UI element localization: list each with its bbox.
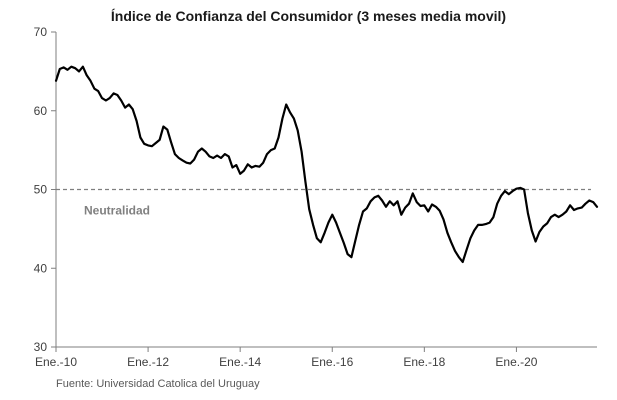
chart-title: Índice de Confianza del Consumidor (3 me… xyxy=(110,8,507,24)
y-tick-label: 50 xyxy=(34,183,48,197)
y-tick-label: 60 xyxy=(34,104,48,118)
y-tick-label: 40 xyxy=(34,261,48,275)
source-note: Fuente: Universidad Catolica del Uruguay xyxy=(56,378,260,390)
x-tick-label: Ene.-18 xyxy=(403,355,445,369)
x-tick-label: Ene.-20 xyxy=(495,355,537,369)
x-tick-label: Ene.-14 xyxy=(219,355,261,369)
y-tick-label: 70 xyxy=(34,25,48,39)
series-line xyxy=(54,65,599,264)
y-tick-label: 30 xyxy=(34,340,48,354)
neutrality-label: Neutralidad xyxy=(84,204,150,218)
x-tick-label: Ene.-16 xyxy=(311,355,353,369)
x-tick-label: Ene.-12 xyxy=(127,355,169,369)
x-tick-label: Ene.-10 xyxy=(35,355,77,369)
